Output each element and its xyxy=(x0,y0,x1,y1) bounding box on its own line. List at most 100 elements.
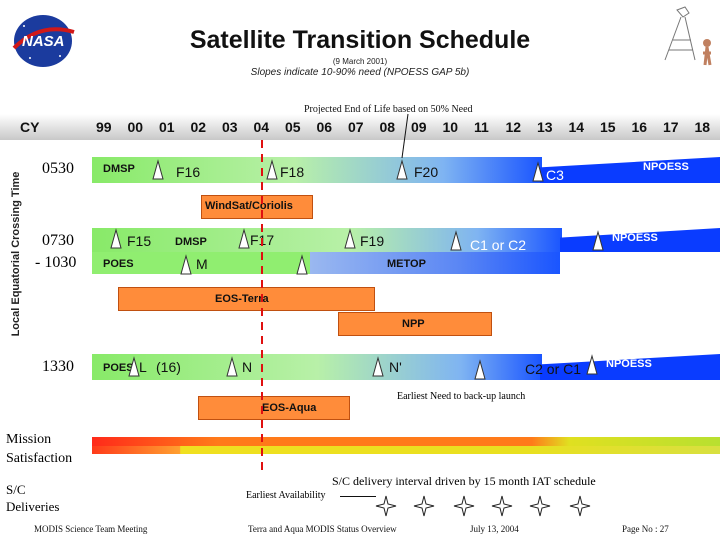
label-c3: C3 xyxy=(546,167,564,183)
sc-label-1: S/C xyxy=(6,482,26,497)
delivery-star-icon-1 xyxy=(413,495,435,517)
label-l: L xyxy=(139,359,147,375)
launch-marker-8 xyxy=(592,230,604,251)
bar-npp xyxy=(338,312,492,336)
label-npoess-0730: NPOESS xyxy=(612,232,658,244)
page-title: Satellite Transition Schedule xyxy=(189,26,531,54)
year-label-00: 00 xyxy=(127,119,144,135)
label-eos-aqua: EOS-Aqua xyxy=(262,402,317,414)
row-label-1030: - 1030 xyxy=(35,254,77,271)
label-f18: F18 xyxy=(280,164,305,180)
launch-marker-2 xyxy=(396,159,408,180)
launch-marker-6 xyxy=(344,228,356,249)
year-label-02: 02 xyxy=(190,119,207,135)
label-windsat: WindSat/Coriolis xyxy=(205,200,293,212)
footer-center: Terra and Aqua MODIS Status Overview xyxy=(248,524,397,534)
launch-marker-7 xyxy=(450,230,462,251)
row-label-0530: 0530 xyxy=(42,160,74,177)
year-label-18: 18 xyxy=(694,119,711,135)
earliest-need-note: Earliest Need to back-up launch xyxy=(397,391,526,402)
earliest-availability-note: Earliest Availability xyxy=(246,490,326,501)
label-n: N xyxy=(242,359,253,375)
row-label-1330: 1330 xyxy=(42,358,74,375)
bar-poes-0730 xyxy=(92,252,310,274)
schedule-date: (9 March 2001) xyxy=(332,57,388,66)
delivery-star-icon-3 xyxy=(491,495,513,517)
delivery-star-icon-2 xyxy=(453,495,475,517)
launch-marker-3 xyxy=(532,161,544,182)
year-label-11: 11 xyxy=(474,119,489,135)
launch-marker-14 xyxy=(474,359,486,380)
year-label-15: 15 xyxy=(600,119,616,135)
year-label-12: 12 xyxy=(505,119,522,135)
year-label-01: 01 xyxy=(159,119,175,135)
projected-eol-pointer xyxy=(401,113,409,159)
label-c2c1: C2 or C1 xyxy=(525,361,582,377)
year-label-17: 17 xyxy=(663,119,679,135)
slopes-note: Slopes indicate 10-90% need (NPOESS GAP … xyxy=(250,67,470,78)
projected-eol-note: Projected End of Life based on 50% Need xyxy=(304,104,473,115)
label-f20: F20 xyxy=(414,164,439,180)
year-label-03: 03 xyxy=(222,119,238,135)
year-label-14: 14 xyxy=(568,119,585,135)
mission-satisfaction-bar-lower xyxy=(92,446,720,454)
launch-marker-12 xyxy=(226,356,238,377)
launch-marker-15 xyxy=(586,354,598,375)
label-poes-0730: POES xyxy=(103,258,134,270)
label-f16: F16 xyxy=(176,164,201,180)
launch-marker-4 xyxy=(110,228,122,249)
bar-0530-green xyxy=(92,157,542,183)
label-eos-terra: EOS-Terra xyxy=(215,293,269,305)
year-label-07: 07 xyxy=(348,119,364,135)
label-f15: F15 xyxy=(127,233,152,249)
label-metop: METOP xyxy=(387,258,426,270)
footer-page: Page No : 27 xyxy=(622,524,669,534)
bar-eos-aqua xyxy=(198,396,350,420)
bar-windsat xyxy=(201,195,313,219)
footer-date: July 13, 2004 xyxy=(470,524,519,534)
label-npp: NPP xyxy=(402,318,425,330)
footer-left: MODIS Science Team Meeting xyxy=(34,524,148,534)
rocket-sketch-icon xyxy=(655,5,715,70)
launch-marker-5 xyxy=(238,228,250,249)
mission-label-1: Mission xyxy=(6,432,52,447)
year-label-08: 08 xyxy=(379,119,396,135)
year-label-13: 13 xyxy=(537,119,553,135)
label-dmsp-0730: DMSP xyxy=(175,236,207,248)
bar-eos-terra xyxy=(118,287,375,311)
label-l16: (16) xyxy=(156,359,181,375)
label-dmsp-0530: DMSP xyxy=(103,163,135,175)
year-header-band xyxy=(0,114,720,140)
row-label-0730: 0730 xyxy=(42,232,74,249)
launch-marker-1 xyxy=(266,159,278,180)
sc-label-2: Deliveries xyxy=(6,499,60,514)
year-label-09: 09 xyxy=(411,119,427,135)
label-npoess-0530: NPOESS xyxy=(643,161,689,173)
launch-marker-10 xyxy=(296,254,308,275)
label-c1c2: C1 or C2 xyxy=(470,237,527,253)
launch-marker-9 xyxy=(180,254,192,275)
bar-0730-green xyxy=(92,228,562,252)
sc-interval-note: S/C delivery interval driven by 15 month… xyxy=(332,474,596,488)
delivery-star-icon-5 xyxy=(569,495,591,517)
cy-label: CY xyxy=(20,119,40,135)
mission-label-2: Satisfaction xyxy=(6,451,73,466)
launch-marker-13 xyxy=(372,356,384,377)
label-npoess-1330: NPOESS xyxy=(606,358,652,370)
year-label-06: 06 xyxy=(316,119,333,135)
bar-1330-green xyxy=(92,354,542,380)
label-poes-1330: POES xyxy=(103,362,134,374)
label-m: M xyxy=(196,256,208,272)
year-label-16: 16 xyxy=(631,119,648,135)
year-label-99: 99 xyxy=(96,119,112,135)
earliest-availability-arrow xyxy=(340,496,376,497)
nasa-logo: NASA xyxy=(10,12,76,70)
launch-marker-11 xyxy=(128,356,140,377)
delivery-star-icon-4 xyxy=(529,495,551,517)
nasa-logo-text: NASA xyxy=(22,33,65,50)
label-n-prime: N' xyxy=(389,359,402,375)
delivery-star-icon-0 xyxy=(375,495,397,517)
launch-marker-0 xyxy=(152,159,164,180)
label-f19: F19 xyxy=(360,233,385,249)
